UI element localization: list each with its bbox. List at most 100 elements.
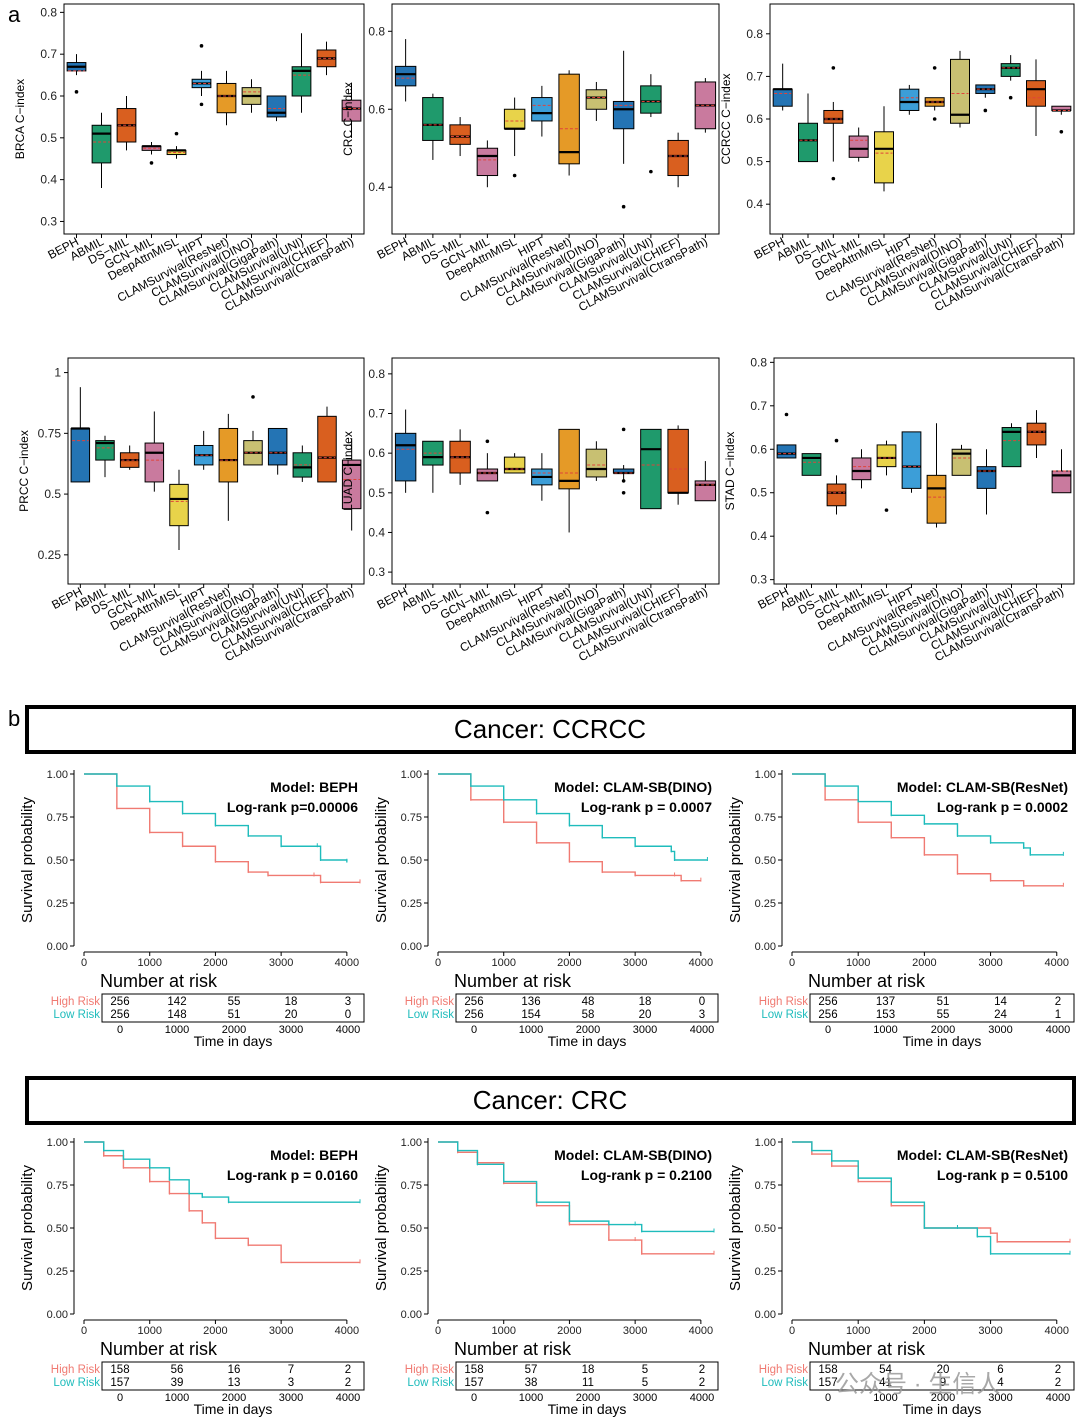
box [95,440,115,461]
box [503,456,526,474]
risk-group-high-label: High Risk [51,1364,100,1376]
logrank-pvalue: Log-rank p = 0.5100 [937,1167,1068,1183]
risk-time-tick: 3000 [279,1392,303,1404]
box [218,427,239,483]
outlier-point [149,161,154,165]
y-tick-label: 0.8 [750,355,767,369]
risk-time-tick: 4000 [336,1024,360,1036]
km-panel-4: 0.00 0.25 0.50 0.75 1.00 0 1000 2000 3000 4000 Sur… [19,1137,365,1417]
y-tick-label: 0.25 [38,548,62,562]
risk-count-high: 256 [110,996,129,1008]
risk-count-low: 157 [464,1377,483,1389]
risk-count-low: 41 [879,1377,892,1389]
risk-count-low: 9 [940,1377,946,1389]
box [341,99,362,122]
y-tick-label: 0.75 [47,812,68,824]
box [449,124,471,145]
x-axis-label: Time in days [194,1401,273,1417]
model-label: Model: BEPH [270,1147,358,1163]
risk-count-high: 5 [642,1364,648,1376]
risk-table-title: Number at risk [808,1339,926,1359]
km-panels: 0.00 0.25 0.50 0.75 1.00 0 1000 2000 3000 4000 Sur… [19,769,1075,1417]
x-tick-label: 4000 [1045,1325,1069,1337]
y-tick-label: 0.4 [750,529,767,543]
risk-time-tick: 2000 [931,1392,955,1404]
risk-count-low: 38 [525,1377,538,1389]
x-tick-label: 2000 [912,1325,936,1337]
outlier-point [784,412,789,417]
risk-time-tick: 2000 [222,1024,246,1036]
km-panel-2: 0.000.250.500.751.000 1000 2000 3000 4000Sur… [373,769,719,1049]
y-tick-label: 1.00 [401,769,422,781]
model-label: Model: CLAM-SB(DINO) [554,779,712,795]
risk-time-tick: 1000 [165,1392,189,1404]
risk-count-high: 2 [1055,996,1061,1008]
box [874,131,894,184]
risk-count-high: 6 [997,1364,1003,1376]
risk-count-high: 56 [171,1364,184,1376]
box [292,452,313,478]
risk-table-title: Number at risk [100,1339,218,1359]
x-tick-label: 4000 [689,957,713,969]
box [169,483,189,527]
y-tick-label: 0.8 [746,27,763,41]
risk-time-tick: 4000 [1046,1392,1070,1404]
y-tick-label: 1.00 [47,769,68,781]
risk-count-low: 148 [167,1009,186,1021]
box [267,427,288,466]
outlier-point [485,510,490,515]
outlier-point [932,117,937,121]
risk-count-high: 51 [937,996,950,1008]
y-tick-label: 0.6 [750,442,767,456]
risk-count-low: 55 [937,1009,950,1021]
banner-crc-text: Cancer: CRC [473,1085,628,1115]
risk-group-low-label: Low Risk [407,1009,454,1021]
risk-table-title: Number at risk [808,971,926,991]
logrank-pvalue: Log-rank p = 0.0160 [227,1167,358,1183]
y-tick-label: 0.00 [401,941,422,953]
risk-time-tick: 0 [825,1392,831,1404]
risk-count-low: 157 [818,1377,837,1389]
x-tick-label: 0 [789,957,795,969]
risk-count-low: 4 [997,1377,1004,1389]
y-tick-label: 0.8 [368,24,385,38]
y-tick-label: 0.5 [40,131,57,145]
risk-time-tick: 1000 [873,1392,897,1404]
risk-count-low: 2 [1055,1377,1061,1389]
outlier-point [199,44,204,48]
y-tick-label: 0.00 [755,941,776,953]
risk-time-tick: 3000 [988,1392,1012,1404]
risk-table-frame [809,1361,1075,1391]
outlier-point [1059,129,1064,134]
risk-time-tick: 4000 [1046,1024,1070,1036]
risk-count-high: 136 [521,996,540,1008]
model-label: Model: CLAM-SB(ResNet) [897,779,1068,795]
model-label: Model: BEPH [270,779,358,795]
model-label: Model: CLAM-SB(DINO) [554,1147,712,1163]
y-tick-label: 0.4 [40,173,57,187]
y-tick-label: 0.25 [47,898,68,910]
survival-curve-low-risk [438,773,708,861]
y-tick-label: 0.00 [47,1309,68,1321]
logrank-pvalue: Log-rank p = 0.0002 [937,799,1068,815]
risk-table-frame [809,993,1075,1023]
y-tick-label: 0.5 [44,487,61,501]
y-tick-label: 0.6 [746,112,763,126]
risk-count-high: 54 [879,1364,892,1376]
y-axis-label: Survival probability [727,797,744,923]
y-tick-label: 0.6 [368,102,385,116]
outlier-point [199,102,204,107]
x-tick-label: 2000 [203,1325,227,1337]
x-tick-label: 1000 [491,957,515,969]
risk-time-tick: 2000 [222,1392,246,1404]
box [899,88,920,111]
y-tick-label: 0.6 [40,89,57,103]
box [503,108,526,130]
y-tick-label: 0.50 [401,855,422,867]
risk-count-high: 256 [818,996,837,1008]
risk-count-high: 2 [699,1364,705,1376]
